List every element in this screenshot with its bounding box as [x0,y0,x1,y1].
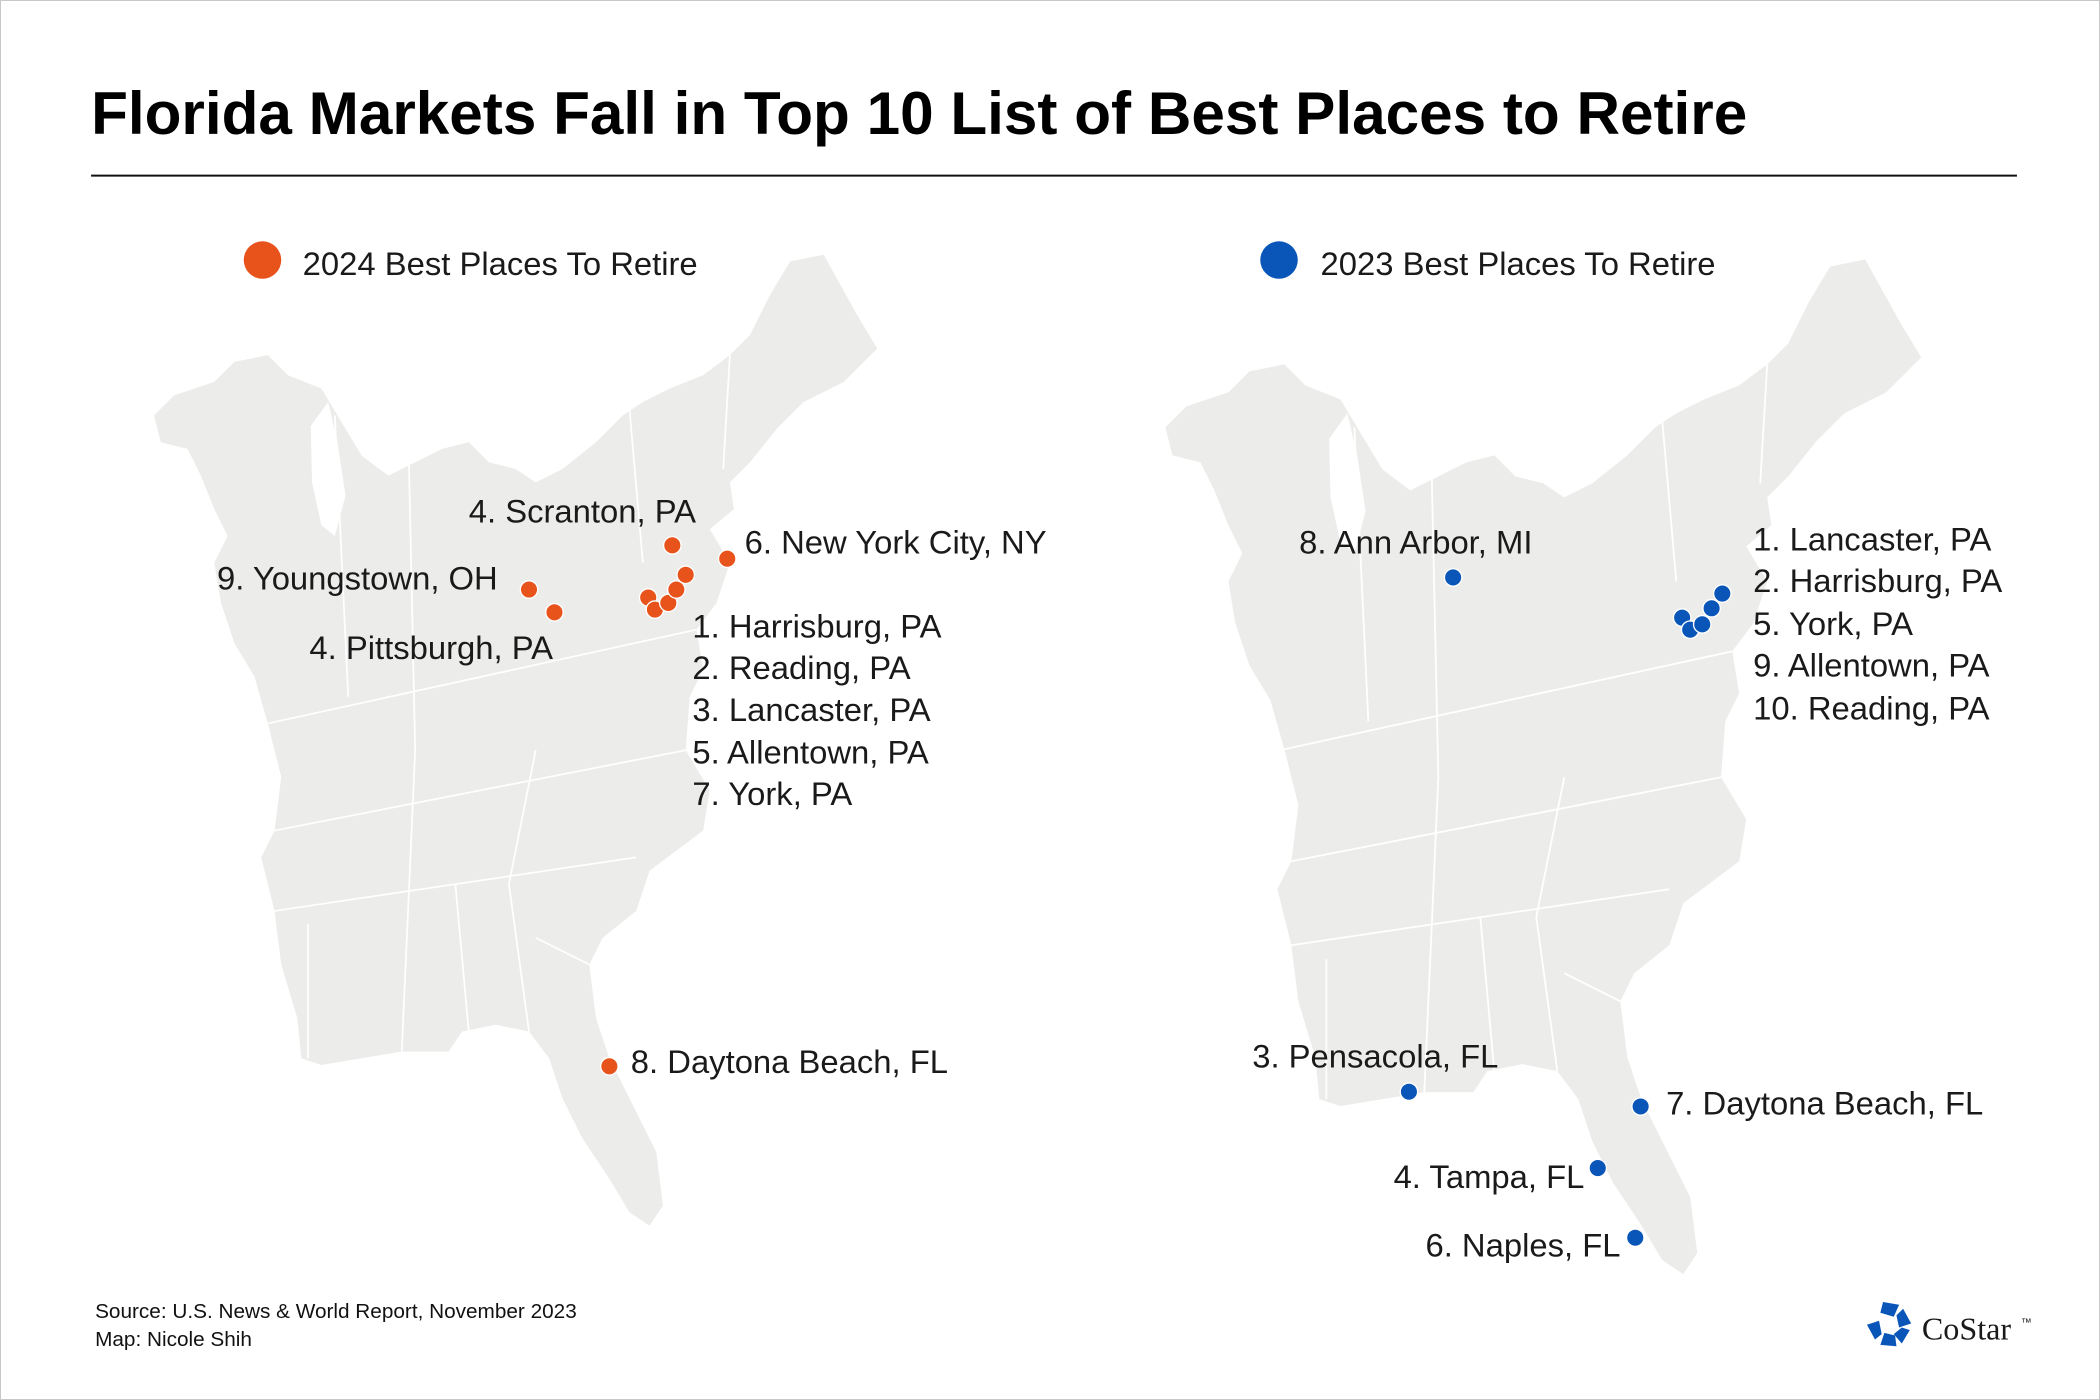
label-naples: 6. Naples, FL [1425,1226,1620,1263]
label-tampa: 4. Tampa, FL [1394,1158,1585,1195]
marker-youngstown [519,580,539,599]
label-new-york-city: 6. New York City, NY [745,523,1047,560]
label-pensacola: 3. Pensacola, FL [1252,1038,1498,1075]
marker-daytona-beach [1631,1097,1650,1116]
source-note: Source: U.S. News & World Report, Novemb… [95,1300,577,1323]
pa-list-item: 5. York, PA [1753,605,1913,642]
legend-dot-2023 [1260,241,1298,279]
marker-new-york-city [717,549,737,569]
eastern-us-map-2023 [1164,258,1923,1276]
logo-trademark: ™ [2021,1317,2032,1329]
marker-reading [1702,598,1721,618]
marker-lancaster [1692,614,1712,634]
pa-list-item: 1. Harrisburg, PA [692,608,941,645]
costar-star-icon [1866,1302,1912,1347]
marker-reading [666,580,686,599]
marker-allentown [676,565,696,585]
pa-list-item: 2. Harrisburg, PA [1753,562,2002,599]
label-daytona-beach: 7. Daytona Beach, FL [1666,1085,1983,1122]
page-title: Florida Markets Fall in Top 10 List of B… [91,79,1747,147]
label-youngstown: 9. Youngstown, OH [217,560,498,597]
label-scranton: 4. Scranton, PA [469,493,696,530]
marker-pensacola [1399,1082,1419,1102]
pa-list-item: 1. Lancaster, PA [1753,521,1991,558]
marker-allentown [1712,584,1732,603]
label-ann-arbor: 8. Ann Arbor, MI [1299,523,1532,560]
label-daytona-beach: 8. Daytona Beach, FL [631,1043,948,1080]
legend-2023: 2023 Best Places To Retire [1321,245,1716,282]
pa-list-item: 10. Reading, PA [1753,689,1990,726]
marker-naples [1625,1228,1645,1248]
pa-list-item: 2. Reading, PA [692,649,910,686]
legend-2024: 2024 Best Places To Retire [303,245,698,282]
pa-list-item: 7. York, PA [692,775,852,812]
label-pittsburgh: 4. Pittsburgh, PA [309,629,553,666]
map-credit: Map: Nicole Shih [95,1328,252,1351]
legend-dot-2024 [243,241,282,279]
pa-list-item: 5. Allentown, PA [692,734,929,771]
costar-logo: CoStar ™ [1866,1302,2032,1347]
logo-wordmark: CoStar [1922,1311,2012,1347]
marker-scranton [662,535,682,555]
marker-daytona-beach [600,1056,619,1076]
map-2024: 2024 Best Places To Retire 4. Scranton, … [153,241,1047,1227]
pa-list-item: 3. Lancaster, PA [692,691,930,728]
map-2023: 2023 Best Places To Retire 8. Ann Arbor,… [1164,241,2002,1276]
marker-ann-arbor [1443,568,1463,587]
marker-tampa [1588,1158,1608,1178]
pa-list-item: 9. Allentown, PA [1753,647,1990,684]
marker-pittsburgh [545,602,564,622]
